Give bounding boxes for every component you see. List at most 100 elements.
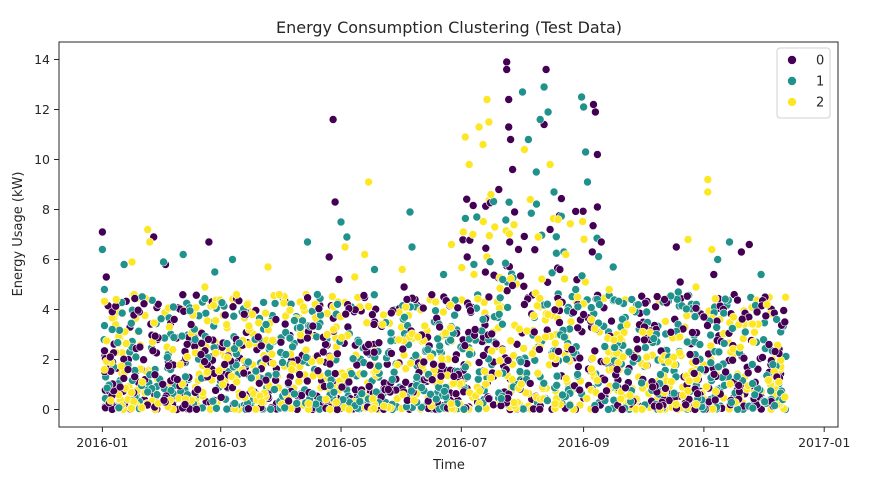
scatter-point-cluster-0 (780, 317, 790, 327)
scatter-point-cluster-2 (446, 323, 455, 333)
scatter-point-cluster-2 (127, 404, 136, 413)
scatter-point-cluster-1 (681, 304, 691, 314)
legend-marker-0 (787, 55, 797, 65)
scatter-point-cluster-0 (193, 385, 202, 394)
scatter-point-cluster-0 (689, 369, 699, 378)
scatter-point-cluster-1 (637, 378, 646, 388)
scatter-point-cluster-2 (543, 310, 553, 319)
scatter-point-cluster-2 (406, 358, 415, 368)
x-tick-label: 2016-07 (435, 435, 487, 450)
scatter-point-cluster-0 (602, 386, 611, 396)
scatter-point-cluster-1 (329, 387, 339, 397)
scatter-point-cluster-0 (541, 65, 551, 74)
scatter-point-cluster-1 (474, 404, 483, 414)
scatter-point-cluster-0 (164, 361, 173, 371)
scatter-point-cluster-2 (748, 337, 758, 347)
scatter-point-cluster-0 (550, 305, 560, 315)
scatter-point-cluster-0 (612, 365, 622, 374)
scatter-point-cluster-1 (387, 375, 397, 384)
scatter-point-cluster-0 (341, 309, 351, 319)
scatter-point-cluster-2 (267, 349, 277, 359)
y-tick-label: 2 (42, 352, 50, 367)
scatter-point-cluster-1 (359, 369, 369, 379)
scatter-point-cluster-0 (671, 242, 681, 252)
scatter-point-cluster-2 (642, 352, 652, 362)
scatter-point-cluster-2 (504, 229, 514, 239)
scatter-point-cluster-0 (739, 353, 749, 363)
scatter-point-cluster-2 (473, 294, 483, 304)
scatter-point-cluster-0 (481, 243, 491, 253)
scatter-point-cluster-0 (516, 271, 525, 281)
scatter-point-cluster-0 (383, 385, 393, 394)
scatter-point-cluster-1 (348, 354, 358, 364)
scatter-point-cluster-1 (465, 350, 474, 359)
scatter-point-cluster-2 (484, 117, 494, 127)
scatter-point-cluster-2 (537, 274, 547, 284)
scatter-point-cluster-0 (330, 369, 340, 378)
scatter-point-cluster-1 (163, 353, 172, 362)
scatter-point-cluster-1 (573, 370, 582, 379)
scatter-point-cluster-1 (559, 332, 569, 342)
scatter-point-cluster-2 (637, 404, 647, 414)
scatter-point-cluster-2 (750, 327, 759, 337)
scatter-point-cluster-1 (728, 324, 737, 333)
scatter-point-cluster-0 (555, 265, 565, 274)
scatter-point-cluster-0 (197, 338, 206, 348)
scatter-point-cluster-0 (504, 95, 514, 104)
scatter-point-cluster-2 (519, 344, 528, 353)
scatter-point-cluster-0 (325, 359, 335, 369)
scatter-point-cluster-1 (281, 350, 291, 359)
scatter-point-cluster-0 (398, 344, 408, 354)
scatter-point-cluster-0 (427, 290, 437, 300)
scatter-point-cluster-1 (210, 267, 220, 277)
scatter-point-cluster-1 (290, 389, 299, 399)
x-tick-label: 2016-03 (195, 435, 247, 450)
scatter-point-cluster-0 (211, 386, 220, 395)
scatter-point-cluster-1 (270, 385, 279, 394)
scatter-point-cluster-1 (107, 325, 117, 334)
scatter-point-cluster-2 (337, 333, 347, 342)
scatter-point-cluster-1 (156, 314, 166, 324)
scatter-point-cluster-0 (186, 320, 196, 329)
scatter-point-cluster-0 (752, 307, 762, 317)
scatter-point-cluster-2 (520, 145, 529, 154)
scatter-point-cluster-2 (332, 397, 341, 407)
scatter-point-cluster-2 (232, 377, 241, 387)
scatter-point-cluster-2 (274, 290, 284, 299)
scatter-point-cluster-1 (695, 340, 705, 349)
scatter-point-cluster-1 (768, 360, 778, 369)
scatter-point-cluster-1 (608, 262, 618, 272)
scatter-point-cluster-1 (178, 250, 188, 259)
scatter-point-cluster-2 (725, 379, 735, 389)
scatter-point-cluster-2 (301, 345, 311, 355)
scatter-point-cluster-2 (774, 377, 784, 387)
legend-label-1: 1 (816, 75, 824, 90)
scatter-point-cluster-1 (261, 320, 271, 329)
scatter-point-cluster-0 (506, 135, 515, 144)
scatter-point-cluster-1 (594, 252, 603, 261)
scatter-point-cluster-0 (387, 349, 396, 358)
scatter-point-cluster-0 (474, 358, 484, 367)
scatter-point-cluster-2 (525, 195, 535, 204)
scatter-point-cluster-2 (460, 132, 470, 142)
scatter-point-cluster-1 (181, 372, 190, 382)
scatter-point-cluster-2 (325, 405, 335, 414)
scatter-point-cluster-1 (543, 107, 553, 117)
scatter-point-cluster-1 (463, 372, 472, 382)
x-tick-label: 2016-05 (315, 435, 367, 450)
scatter-point-cluster-1 (190, 335, 200, 344)
scatter-point-cluster-0 (139, 355, 148, 365)
scatter-point-cluster-0 (484, 292, 494, 302)
scatter-point-cluster-2 (327, 292, 337, 301)
scatter-point-cluster-0 (504, 122, 514, 132)
scatter-point-cluster-2 (675, 348, 685, 358)
legend: 0 1 2 (776, 47, 831, 119)
scatter-point-cluster-0 (588, 221, 598, 230)
scatter-point-cluster-1 (431, 394, 441, 404)
scatter-point-cluster-2 (111, 295, 121, 304)
scatter-point-cluster-2 (360, 250, 370, 259)
scatter-point-cluster-2 (368, 394, 378, 404)
scatter-point-cluster-2 (735, 342, 745, 352)
scatter-point-cluster-2 (514, 324, 524, 334)
scatter-point-cluster-2 (254, 318, 264, 328)
